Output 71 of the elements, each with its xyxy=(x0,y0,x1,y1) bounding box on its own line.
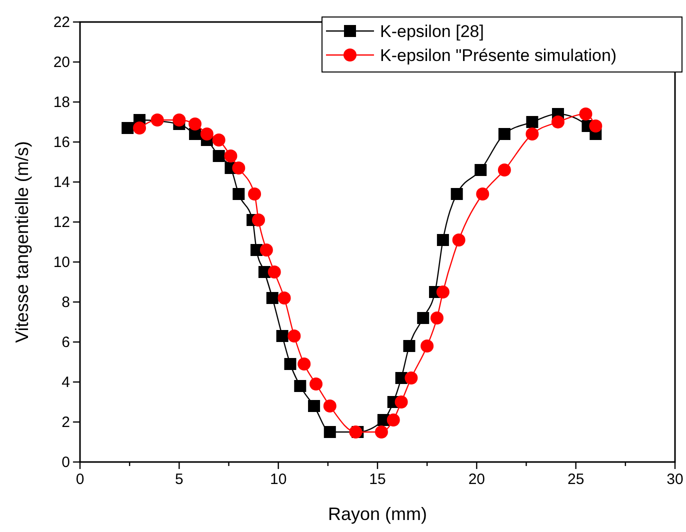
point xyxy=(403,340,416,352)
point xyxy=(394,396,408,408)
point xyxy=(386,414,400,426)
point xyxy=(212,134,226,146)
point xyxy=(284,358,296,370)
point xyxy=(133,122,146,134)
y-tick-label: 4 xyxy=(62,374,70,391)
point xyxy=(430,312,444,324)
x-tick-label: 15 xyxy=(369,471,386,488)
point xyxy=(212,150,225,162)
y-axis-title: Vitesse tangentielle (m/s) xyxy=(12,141,32,343)
point xyxy=(294,380,306,392)
point xyxy=(122,122,134,134)
point xyxy=(526,128,539,140)
y-tick-label: 0 xyxy=(62,454,70,471)
point xyxy=(266,292,278,304)
point xyxy=(417,312,430,324)
x-tick-label: 30 xyxy=(666,471,684,488)
point xyxy=(260,244,273,256)
x-tick-label: 10 xyxy=(270,471,287,488)
point xyxy=(498,164,511,176)
y-tick-label: 16 xyxy=(53,134,70,151)
y-tick-label: 14 xyxy=(53,174,70,191)
point xyxy=(232,162,246,174)
y-tick-label: 12 xyxy=(53,214,70,231)
point xyxy=(374,426,388,438)
point xyxy=(248,188,262,200)
point xyxy=(298,358,311,370)
point xyxy=(476,188,490,200)
point xyxy=(589,120,602,132)
x-tick-label: 20 xyxy=(468,471,486,488)
point xyxy=(452,234,466,246)
point xyxy=(288,330,301,342)
y-tick-label: 18 xyxy=(53,94,70,111)
point xyxy=(436,234,449,246)
point xyxy=(498,128,510,140)
point xyxy=(308,400,320,412)
y-tick-label: 2 xyxy=(62,414,70,431)
point xyxy=(526,116,538,128)
point xyxy=(551,116,564,128)
x-tick-label: 25 xyxy=(567,471,584,488)
point xyxy=(200,128,214,140)
point xyxy=(172,114,186,126)
y-tick-label: 6 xyxy=(62,334,70,351)
point xyxy=(404,372,418,384)
point xyxy=(224,150,238,162)
point xyxy=(188,118,202,130)
point xyxy=(349,426,362,438)
y-tick-label: 10 xyxy=(53,254,70,271)
x-axis-title: Rayon (mm) xyxy=(328,504,428,524)
point xyxy=(276,330,288,342)
point xyxy=(579,108,592,120)
x-tick-label: 5 xyxy=(174,471,184,488)
y-tick-label: 22 xyxy=(53,14,70,31)
point xyxy=(232,188,245,200)
point xyxy=(324,426,336,438)
legend-label: K-epsilon "Présente simulation) xyxy=(380,46,617,65)
point xyxy=(278,292,291,304)
legend-label: K-epsilon [28] xyxy=(380,22,484,41)
point xyxy=(252,214,265,226)
point xyxy=(310,378,323,390)
x-tick-label: 0 xyxy=(76,471,84,488)
point xyxy=(450,188,463,200)
y-tick-label: 20 xyxy=(53,54,70,71)
point xyxy=(150,114,164,126)
point xyxy=(268,266,281,278)
point xyxy=(436,286,450,298)
y-tick-label: 8 xyxy=(62,294,70,311)
point xyxy=(474,164,487,176)
point xyxy=(420,340,434,352)
point xyxy=(323,400,336,412)
